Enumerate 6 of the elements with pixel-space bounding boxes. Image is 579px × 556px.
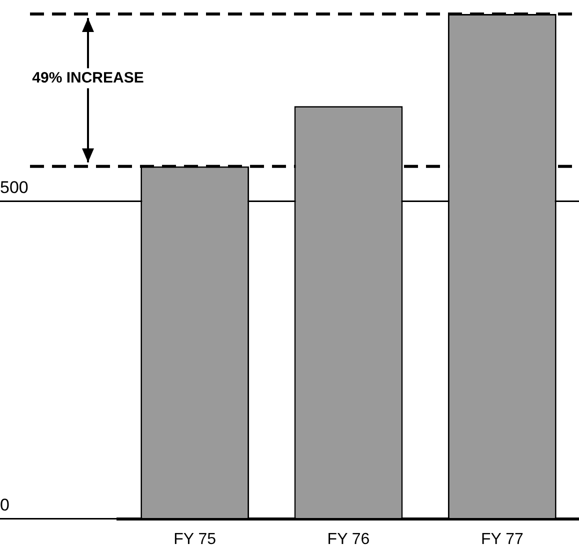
annotation: 49% INCREASE (32, 69, 144, 86)
x-tick-label: FY 76 (327, 530, 370, 548)
x-tick-label: FY 75 (174, 530, 216, 548)
x-tick-label: FY 77 (480, 530, 524, 548)
y-tick-label: 500 (0, 178, 28, 198)
y-tick-label: 0 (0, 495, 10, 514)
